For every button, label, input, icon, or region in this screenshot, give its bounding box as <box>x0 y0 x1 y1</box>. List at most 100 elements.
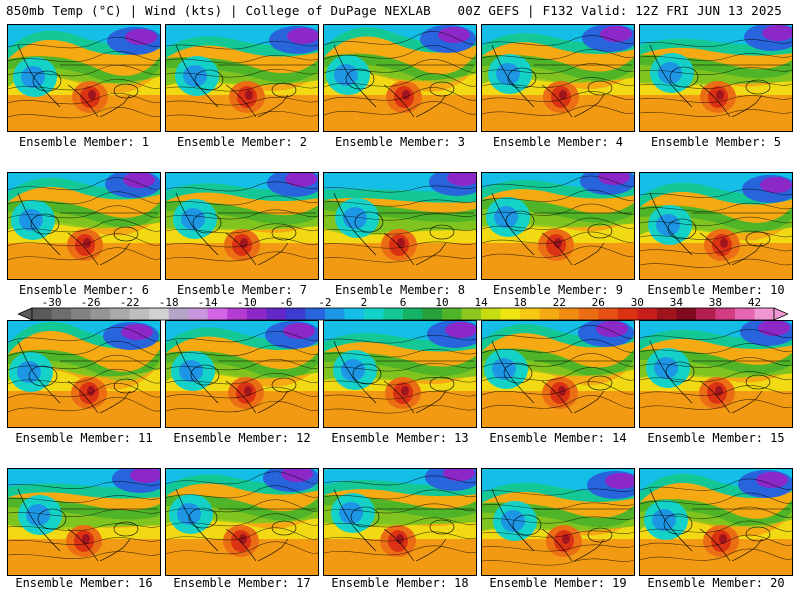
colorbar-segment <box>637 308 658 320</box>
colorbar-segment <box>285 308 306 320</box>
colorbar-labels: -30 -26 -22 -18 -14 -10 -6 -2 2 6 10 14 18 22 26 30 34 38… <box>0 296 800 309</box>
colorbar-segment <box>110 308 131 320</box>
ensemble-member-map <box>639 24 793 132</box>
ensemble-member-label: Ensemble Member: 11 <box>15 431 153 445</box>
colorbar-segment <box>442 308 463 320</box>
colorbar-segment <box>481 308 502 320</box>
ensemble-member-label: Ensemble Member: 16 <box>15 576 153 590</box>
ensemble-member-label: Ensemble Member: 18 <box>331 576 469 590</box>
colorbar-segment <box>520 308 541 320</box>
colorbar-segment <box>344 308 365 320</box>
colorbar-tick-label: 42 <box>747 296 762 309</box>
colorbar-segment <box>168 308 189 320</box>
ensemble-member-map <box>481 24 635 132</box>
colorbar-tick-label: -6 <box>279 296 293 309</box>
colorbar-tick-label: -10 <box>236 296 257 309</box>
colorbar-tick-label: 30 <box>630 296 644 309</box>
colorbar-segment <box>207 308 228 320</box>
colorbar-tick-label: -30 <box>41 296 62 309</box>
colorbar-segment <box>266 308 287 320</box>
colorbar-tick-label: 22 <box>552 296 566 309</box>
ensemble-member-map <box>7 24 161 132</box>
colorbar-tick-label: -26 <box>80 296 101 309</box>
colorbar-segment <box>578 308 599 320</box>
ensemble-member-map <box>639 320 793 428</box>
colorbar-segment <box>324 308 345 320</box>
colorbar-segment <box>188 308 209 320</box>
ensemble-member-label: Ensemble Member: 5 <box>650 135 782 149</box>
ensemble-member-label: Ensemble Member: 12 <box>173 431 311 445</box>
colorbar-tick-label: 26 <box>591 296 605 309</box>
ensemble-member-map <box>481 320 635 428</box>
ensemble-member-label: Ensemble Member: 14 <box>489 431 627 445</box>
ensemble-member-label: Ensemble Member: 7 <box>176 283 308 297</box>
ensemble-member-label: Ensemble Member: 2 <box>176 135 308 149</box>
ensemble-member-label: Ensemble Member: 17 <box>173 576 311 590</box>
colorbar-segment <box>227 308 248 320</box>
ensemble-member-map <box>323 468 477 576</box>
map-title: 850mb Temp (°C) | Wind (kts) | College o… <box>6 3 431 18</box>
colorbar-segment <box>246 308 267 320</box>
ensemble-member-label: Ensemble Member: 19 <box>489 576 627 590</box>
colorbar-segment <box>500 308 521 320</box>
ensemble-member-map <box>481 172 635 280</box>
colorbar-segment <box>617 308 638 320</box>
colorbar-right-arrow <box>773 307 790 321</box>
ensemble-member-map <box>323 172 477 280</box>
ensemble-member-map <box>165 320 319 428</box>
colorbar-tick-label: 10 <box>435 296 449 309</box>
ensemble-member-label: Ensemble Member: 1 <box>18 135 150 149</box>
colorbar-segment <box>363 308 384 320</box>
colorbar-segment <box>559 308 580 320</box>
ensemble-member-map <box>165 468 319 576</box>
colorbar-tick-label: 6 <box>399 296 407 309</box>
ensemble-member-map <box>323 24 477 132</box>
colorbar-left-arrow <box>16 307 33 321</box>
colorbar-tick-label: 2 <box>360 296 368 309</box>
colorbar-segment <box>676 308 697 320</box>
colorbar-segment <box>71 308 92 320</box>
colorbar-tick-label: 38 <box>708 296 723 309</box>
colorbar-segment <box>51 308 72 320</box>
colorbar-tick-label: -14 <box>197 296 218 309</box>
colorbar-segment <box>539 308 560 320</box>
colorbar-segment <box>734 308 755 320</box>
colorbar-segment <box>90 308 111 320</box>
ensemble-member-label: Ensemble Member: 15 <box>647 431 785 445</box>
ensemble-member-label: Ensemble Member: 6 <box>18 283 150 297</box>
colorbar-segment <box>383 308 404 320</box>
ensemble-member-map <box>7 468 161 576</box>
ensemble-member-map <box>639 468 793 576</box>
ensemble-member-map <box>7 172 161 280</box>
colorbar-tick-label: 34 <box>669 296 683 309</box>
ensemble-member-label: Ensemble Member: 8 <box>334 283 466 297</box>
ensemble-member-map <box>639 172 793 280</box>
ensemble-member-map <box>481 468 635 576</box>
colorbar-tick-label: -22 <box>119 296 140 309</box>
colorbar-segment <box>754 308 775 320</box>
colorbar-segment <box>305 308 326 320</box>
colorbar <box>16 306 790 321</box>
ensemble-member-map <box>165 172 319 280</box>
colorbar-segment <box>422 308 443 320</box>
ensemble-member-label: Ensemble Member: 9 <box>492 283 624 297</box>
colorbar-segment <box>695 308 716 320</box>
model-run-info: 00Z GEFS | F132 Valid: 12Z FRI JUN 13 20… <box>457 3 782 18</box>
colorbar-segment <box>656 308 677 320</box>
colorbar-segment <box>403 308 424 320</box>
ensemble-member-map <box>165 24 319 132</box>
colorbar-segment <box>129 308 150 320</box>
colorbar-tick-label: -18 <box>158 296 179 309</box>
colorbar-segment <box>598 308 619 320</box>
ensemble-member-label: Ensemble Member: 10 <box>647 283 785 297</box>
ensemble-member-label: Ensemble Member: 20 <box>647 576 785 590</box>
colorbar-tick-label: 14 <box>474 296 488 309</box>
colorbar-segment <box>32 308 53 320</box>
ensemble-member-map <box>7 320 161 428</box>
colorbar-segment <box>461 308 482 320</box>
ensemble-member-label: Ensemble Member: 3 <box>334 135 466 149</box>
ensemble-member-label: Ensemble Member: 13 <box>331 431 469 445</box>
colorbar-tick-label: -2 <box>318 296 332 309</box>
ensemble-member-label: Ensemble Member: 4 <box>492 135 624 149</box>
colorbar-segment <box>149 308 170 320</box>
